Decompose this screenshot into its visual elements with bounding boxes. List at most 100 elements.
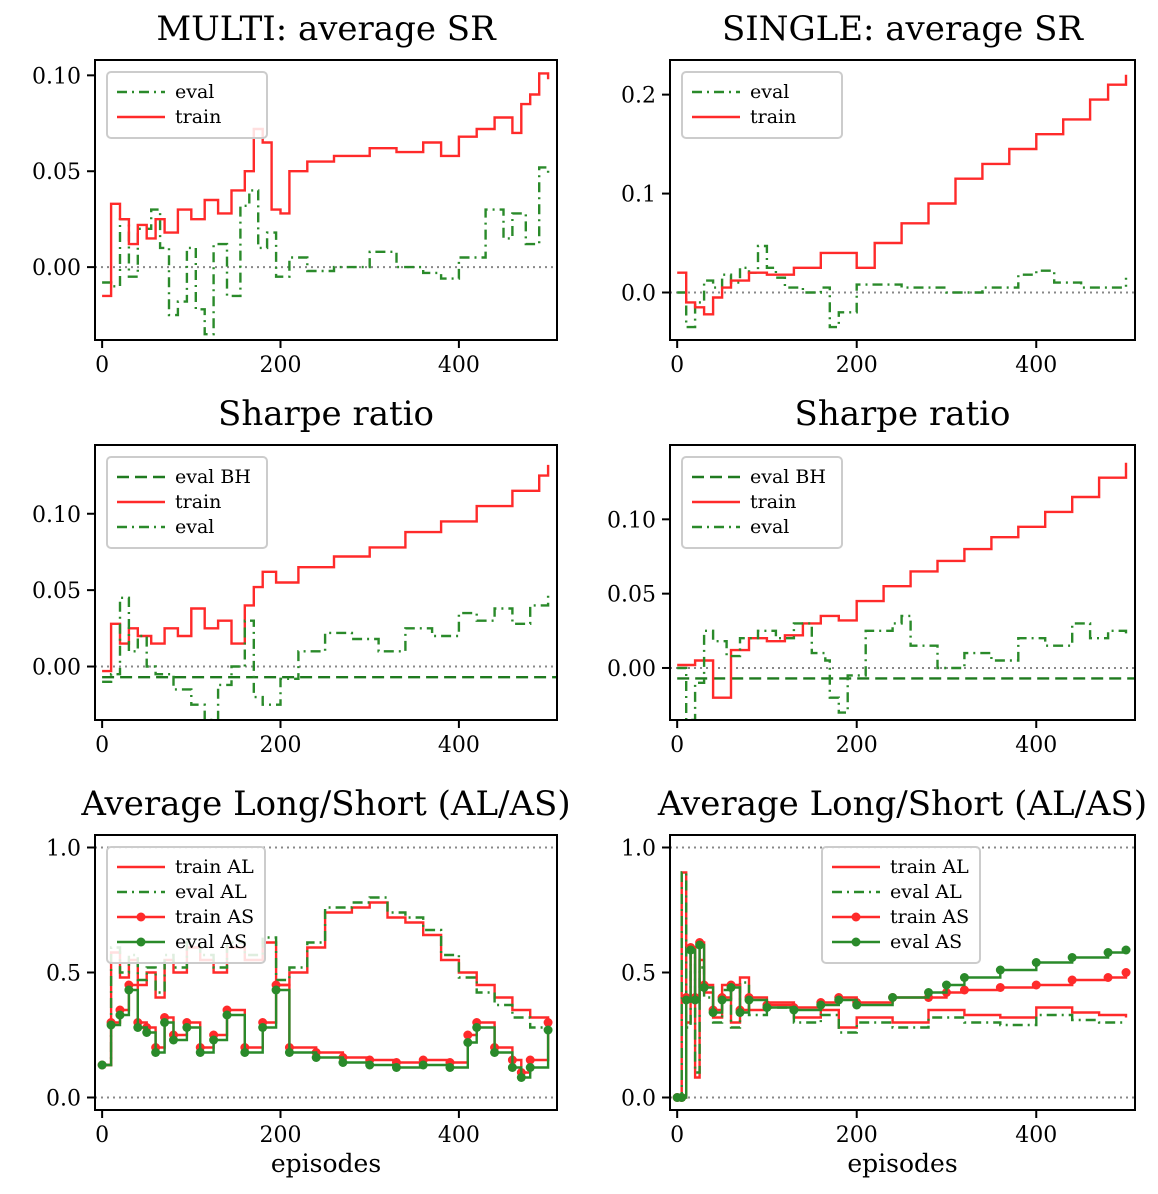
data-point xyxy=(115,1010,125,1020)
data-point xyxy=(744,995,754,1005)
legend-label: eval BH xyxy=(750,466,826,488)
x-tick-label: 400 xyxy=(1015,733,1057,758)
x-tick-label: 400 xyxy=(438,353,480,378)
data-point xyxy=(1031,980,1041,990)
data-point xyxy=(959,973,969,982)
legend-label: eval AS xyxy=(890,931,962,953)
chart-panel-6: Average Long/Short (AL/AS) 0 200 400 0.0 0.5 1… xyxy=(621,784,1147,1178)
data-point xyxy=(995,983,1005,992)
data-point xyxy=(543,1018,553,1027)
x-tick-label: 0 xyxy=(95,733,109,758)
chart-panel-2: SINGLE: average SR 0 200 400 0.0 0.1 0.2 eval tr… xyxy=(621,9,1136,378)
legend-label: eval xyxy=(175,81,214,103)
chart-title: Sharpe ratio xyxy=(795,394,1011,434)
data-point xyxy=(240,1048,250,1057)
data-point xyxy=(124,985,134,995)
y-tick-label: 1.0 xyxy=(46,837,81,862)
y-tick-label: 0.2 xyxy=(621,84,656,109)
x-tick-label: 400 xyxy=(1015,353,1057,378)
series-line-train-as xyxy=(677,941,1128,1099)
chart-title: Average Long/Short (AL/AS) xyxy=(80,784,570,824)
x-tick-label: 400 xyxy=(1015,1123,1057,1148)
legend: train AL eval AL train AS eval AS xyxy=(821,846,981,964)
data-point xyxy=(418,1060,428,1070)
chart-panel-5: Average Long/Short (AL/AS) 0 200 400 0.0 0.5 1… xyxy=(46,784,571,1178)
data-point xyxy=(677,1093,687,1102)
data-point xyxy=(816,1000,826,1010)
x-tick-label: 200 xyxy=(836,1123,878,1148)
data-point xyxy=(97,1060,107,1070)
data-point xyxy=(168,1035,178,1045)
data-point xyxy=(959,985,969,995)
series-line-train xyxy=(102,464,550,673)
series-line-train-as xyxy=(102,983,550,1074)
x-tick-label: 0 xyxy=(95,353,109,378)
legend: train AL eval AL train AS eval AS xyxy=(106,846,266,964)
plot-frame xyxy=(669,444,1136,721)
data-point xyxy=(1121,945,1131,955)
data-point xyxy=(516,1073,526,1082)
legend: eval train xyxy=(681,71,843,139)
x-axis-label: episodes xyxy=(271,1149,381,1178)
x-tick-label: 0 xyxy=(670,1123,684,1148)
legend-label: train AS xyxy=(890,906,969,928)
legend-label: eval AL xyxy=(890,881,962,903)
legend-label: eval xyxy=(175,516,214,538)
x-axis-label: episodes xyxy=(847,1149,957,1178)
legend-label: train AL xyxy=(890,856,969,878)
plot-frame xyxy=(94,444,558,721)
series-group xyxy=(677,462,1135,720)
series-line-eval xyxy=(102,166,550,336)
data-point xyxy=(490,1048,500,1057)
data-point xyxy=(106,1020,116,1030)
y-tick-label: 0.05 xyxy=(607,583,656,608)
data-point xyxy=(258,1023,268,1032)
data-point xyxy=(507,1063,517,1072)
x-tick-label: 200 xyxy=(260,353,302,378)
data-point xyxy=(142,1028,152,1037)
data-point xyxy=(681,995,691,1005)
legend-box xyxy=(681,456,843,549)
data-point xyxy=(941,980,951,990)
legend-swatch-marker xyxy=(136,937,146,947)
plot-frame xyxy=(94,59,558,341)
y-tick-label: 0.00 xyxy=(607,657,656,682)
data-point xyxy=(445,1063,455,1072)
legend-label: train xyxy=(175,106,221,128)
data-point xyxy=(472,1023,482,1032)
x-tick-label: 0 xyxy=(670,353,684,378)
data-point xyxy=(463,1030,473,1040)
legend: eval BH train eval xyxy=(106,456,268,549)
data-point xyxy=(995,965,1005,975)
legend-label: eval AL xyxy=(175,881,247,903)
legend-swatch-marker xyxy=(136,912,146,922)
data-point xyxy=(1067,953,1077,962)
x-tick-label: 200 xyxy=(836,733,878,758)
data-point xyxy=(284,1048,294,1057)
data-point xyxy=(338,1058,348,1067)
series-line-eval xyxy=(102,593,550,720)
chart-title: MULTI: average SR xyxy=(156,9,497,49)
y-tick-label: 0.5 xyxy=(46,962,81,987)
legend-label: train xyxy=(750,106,796,128)
data-point xyxy=(1031,958,1041,967)
chart-title: SINGLE: average SR xyxy=(722,9,1084,49)
series-line-eval xyxy=(677,244,1128,329)
y-tick-label: 0.00 xyxy=(32,256,81,281)
x-tick-label: 400 xyxy=(438,1123,480,1148)
chart-panel-1: MULTI: average SR 0 200 400 0.00 0.05 0.10 eval… xyxy=(32,9,558,378)
data-point xyxy=(888,993,898,1002)
legend-label: train AL xyxy=(175,856,254,878)
data-point xyxy=(195,1048,205,1057)
legend-box xyxy=(106,846,266,964)
legend-label: train xyxy=(750,491,796,513)
series-group xyxy=(102,72,550,336)
series-line-train xyxy=(677,74,1128,316)
data-point xyxy=(726,983,736,992)
legend-box xyxy=(821,846,981,964)
x-tick-label: 200 xyxy=(836,353,878,378)
y-tick-label: 0.0 xyxy=(621,1087,656,1112)
data-point xyxy=(209,1035,219,1045)
data-point xyxy=(391,1063,401,1072)
